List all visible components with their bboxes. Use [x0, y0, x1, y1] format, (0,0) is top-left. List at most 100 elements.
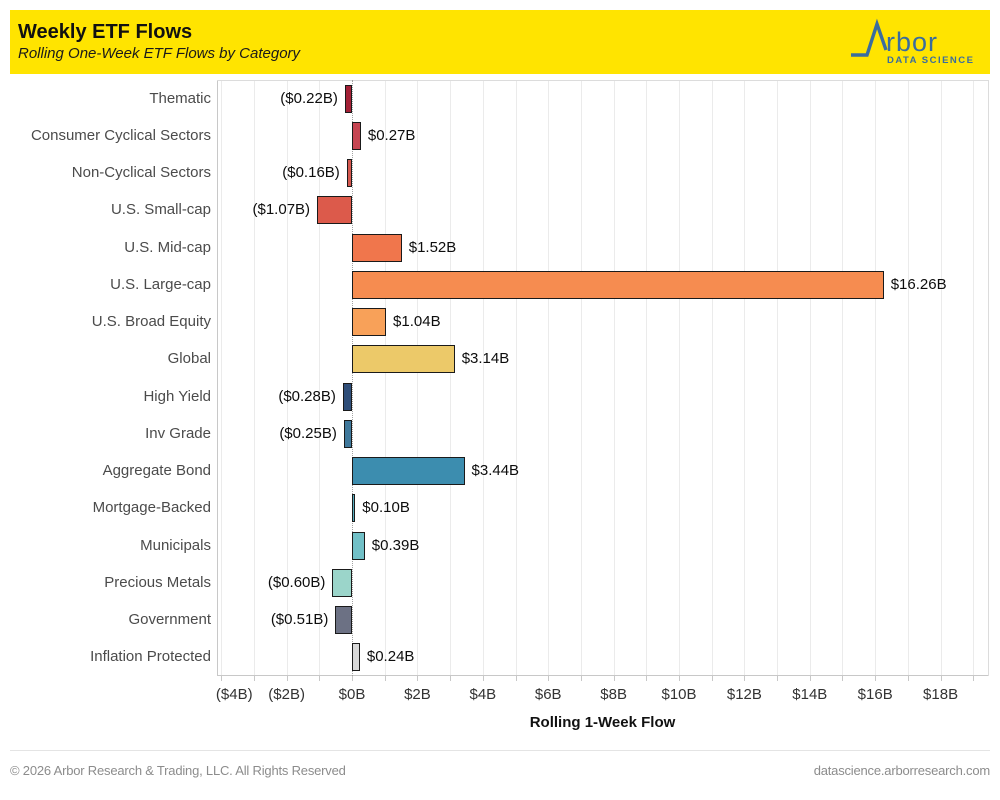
x-axis-tick	[319, 676, 321, 681]
gridline	[515, 80, 517, 676]
bar[interactable]	[352, 121, 361, 150]
gridline	[450, 80, 452, 676]
bar-chart-plot: Thematic ($0.22B) Consumer Cyclical Sector…	[0, 80, 1000, 703]
x-axis-tick	[417, 676, 419, 681]
category-label: Global	[167, 350, 211, 368]
bar[interactable]	[352, 345, 455, 374]
value-label: ($0.60B)	[267, 573, 326, 591]
bar[interactable]	[335, 606, 353, 635]
bar[interactable]	[332, 568, 353, 597]
x-axis-tick	[482, 676, 484, 681]
bar[interactable]	[343, 419, 353, 448]
category-label: U.S. Mid-cap	[124, 238, 211, 256]
gridline	[842, 80, 844, 676]
x-axis-tick	[679, 676, 680, 681]
footer: © 2026 Arbor Research & Trading, LLC. Al…	[10, 750, 990, 778]
gridline	[711, 80, 713, 676]
category-label: Mortgage-Backed	[92, 499, 211, 517]
gridline	[940, 80, 942, 676]
category-label: Inv Grade	[145, 424, 211, 442]
x-axis-tick	[973, 676, 975, 681]
bar[interactable]	[352, 531, 365, 560]
gridline	[482, 80, 484, 676]
header-banner: Weekly ETF Flows Rolling One-Week ETF Fl…	[10, 10, 990, 74]
x-tick-label: $6B	[534, 686, 562, 703]
gridline	[221, 80, 223, 676]
value-label: $0.24B	[366, 648, 415, 666]
bar[interactable]	[346, 159, 353, 188]
value-label: $0.27B	[367, 126, 416, 144]
value-label: $0.10B	[362, 499, 410, 517]
x-axis-tick	[352, 676, 354, 681]
header-titles: Weekly ETF Flows Rolling One-Week ETF Fl…	[18, 20, 300, 64]
x-axis-tick	[940, 676, 942, 681]
gridline	[809, 80, 811, 676]
value-label: $0.39B	[371, 536, 420, 554]
category-label: U.S. Small-cap	[110, 201, 211, 219]
x-tick-label: $2B	[404, 686, 431, 703]
x-tick-label: $4B	[469, 686, 497, 703]
bar[interactable]	[352, 233, 402, 262]
bar[interactable]	[352, 270, 884, 299]
arbor-peak-icon	[851, 18, 888, 57]
x-axis-tick	[450, 676, 452, 681]
bar[interactable]	[352, 308, 387, 337]
x-axis-tick	[548, 676, 550, 681]
x-axis-tick	[646, 676, 648, 681]
x-axis-tick	[253, 676, 255, 681]
x-axis-tick	[221, 676, 223, 681]
logo-brand-text: rbor	[886, 27, 938, 57]
category-label: Municipals	[140, 536, 211, 554]
x-axis-tick	[809, 676, 811, 681]
copyright-text: © 2026 Arbor Research & Trading, LLC. Al…	[10, 763, 346, 778]
gridline	[580, 80, 582, 676]
logo-tagline-text: DATA SCIENCE	[887, 55, 975, 66]
x-axis-tick	[842, 676, 844, 681]
page-subtitle: Rolling One-Week ETF Flows by Category	[18, 45, 301, 63]
gridline	[875, 80, 877, 676]
category-label: Thematic	[149, 89, 211, 107]
x-axis-tick	[907, 676, 909, 681]
bar[interactable]	[352, 494, 356, 523]
category-label: Aggregate Bond	[102, 462, 211, 480]
x-axis-tick	[580, 676, 582, 681]
gridline	[417, 80, 419, 676]
gridline	[744, 80, 746, 676]
x-tick-label: $10B	[661, 686, 697, 703]
bar[interactable]	[352, 457, 465, 486]
arbor-logo: rbor DATA SCIENCE	[851, 18, 975, 66]
x-tick-label: $8B	[600, 686, 627, 703]
category-label: High Yield	[143, 387, 211, 405]
plot-border-bottom	[217, 675, 988, 676]
bar[interactable]	[352, 643, 360, 672]
x-tick-label: $14B	[792, 686, 828, 703]
category-label: Precious Metals	[104, 573, 211, 591]
footer-url: datascience.arborresearch.com	[813, 763, 990, 778]
value-label: ($0.22B)	[280, 89, 338, 107]
value-label: $1.52B	[408, 238, 457, 256]
x-axis-tick	[384, 676, 386, 681]
bar[interactable]	[344, 84, 353, 113]
x-tick-label: $16B	[857, 686, 893, 703]
value-label: ($1.07B)	[252, 201, 311, 219]
value-label: ($0.51B)	[270, 611, 329, 629]
category-label: Inflation Protected	[90, 648, 211, 666]
gridline	[253, 80, 255, 676]
category-label: Consumer Cyclical Sectors	[30, 126, 211, 144]
x-axis-tick	[515, 676, 517, 681]
plot-border-top	[217, 80, 988, 81]
category-label: Non-Cyclical Sectors	[71, 164, 211, 182]
category-label: U.S. Large-cap	[110, 275, 211, 293]
gridline	[907, 80, 909, 676]
x-axis-tick	[875, 676, 877, 681]
bar[interactable]	[317, 196, 353, 225]
zero-baseline	[352, 80, 354, 676]
plot-border-left	[217, 80, 218, 676]
gridline	[646, 80, 648, 676]
value-label: ($0.28B)	[278, 387, 336, 405]
page-title: Weekly ETF Flows	[18, 21, 193, 44]
bar[interactable]	[342, 382, 353, 411]
gridline	[679, 80, 680, 676]
x-axis-title: Rolling 1-Week Flow	[529, 714, 676, 731]
chart-region: Thematic ($0.22B) Consumer Cyclical Sector…	[0, 80, 1000, 740]
